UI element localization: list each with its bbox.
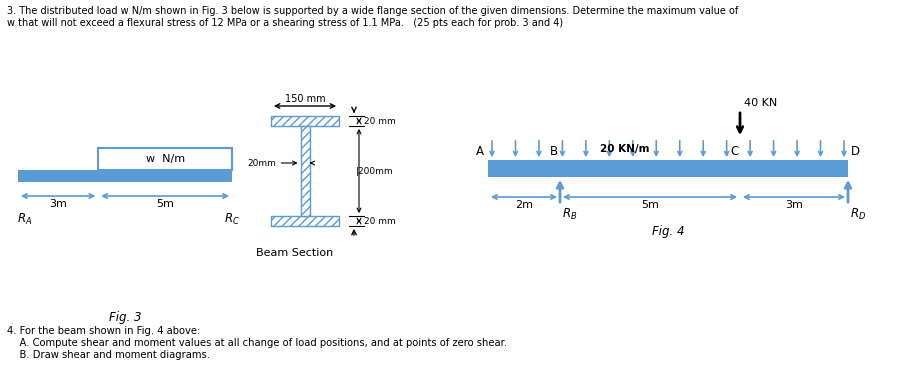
Text: B. Draw shear and moment diagrams.: B. Draw shear and moment diagrams. bbox=[7, 350, 210, 360]
Text: $R_C$: $R_C$ bbox=[224, 212, 240, 227]
Text: $R_A$: $R_A$ bbox=[17, 212, 32, 227]
Text: Beam Section: Beam Section bbox=[257, 248, 334, 258]
Text: A. Compute shear and moment values at all change of load positions, and at point: A. Compute shear and moment values at al… bbox=[7, 338, 507, 348]
Text: 40 KN: 40 KN bbox=[744, 98, 777, 108]
Text: 20 KN/m: 20 KN/m bbox=[600, 144, 650, 154]
Text: 20 mm: 20 mm bbox=[364, 217, 396, 226]
Text: A: A bbox=[476, 145, 484, 158]
Bar bbox=[18, 170, 232, 172]
Text: 3. The distributed load w N/m shown in Fig. 3 below is supported by a wide flang: 3. The distributed load w N/m shown in F… bbox=[7, 6, 738, 16]
Text: 5m: 5m bbox=[641, 200, 659, 210]
Text: $R_D$: $R_D$ bbox=[850, 207, 866, 222]
Text: 2m: 2m bbox=[515, 200, 533, 210]
Text: 4. For the beam shown in Fig. 4 above:: 4. For the beam shown in Fig. 4 above: bbox=[7, 326, 200, 336]
Bar bbox=[300, 126, 309, 216]
Text: |200mm: |200mm bbox=[356, 167, 394, 176]
Text: Fig. 3: Fig. 3 bbox=[109, 311, 141, 324]
Text: 3m: 3m bbox=[785, 200, 803, 210]
Text: 5m: 5m bbox=[157, 199, 174, 209]
Bar bbox=[488, 165, 848, 177]
Text: 20 mm: 20 mm bbox=[364, 117, 396, 126]
Bar bbox=[271, 216, 339, 226]
Text: C: C bbox=[731, 145, 739, 158]
Text: Fig. 4: Fig. 4 bbox=[652, 225, 684, 238]
Text: w  N/m: w N/m bbox=[146, 154, 185, 164]
Text: 20mm: 20mm bbox=[248, 159, 277, 167]
Text: w that will not exceed a flexural stress of 12 MPa or a shearing stress of 1.1 M: w that will not exceed a flexural stress… bbox=[7, 18, 563, 28]
Text: D: D bbox=[851, 145, 860, 158]
Bar bbox=[488, 160, 848, 165]
Bar bbox=[98, 148, 232, 170]
Bar bbox=[271, 116, 339, 126]
Bar bbox=[18, 180, 232, 182]
Text: $R_B$: $R_B$ bbox=[562, 207, 577, 222]
Bar bbox=[18, 172, 232, 180]
Text: 150 mm: 150 mm bbox=[285, 94, 325, 104]
Text: 3m: 3m bbox=[49, 199, 67, 209]
Text: B: B bbox=[550, 145, 558, 158]
